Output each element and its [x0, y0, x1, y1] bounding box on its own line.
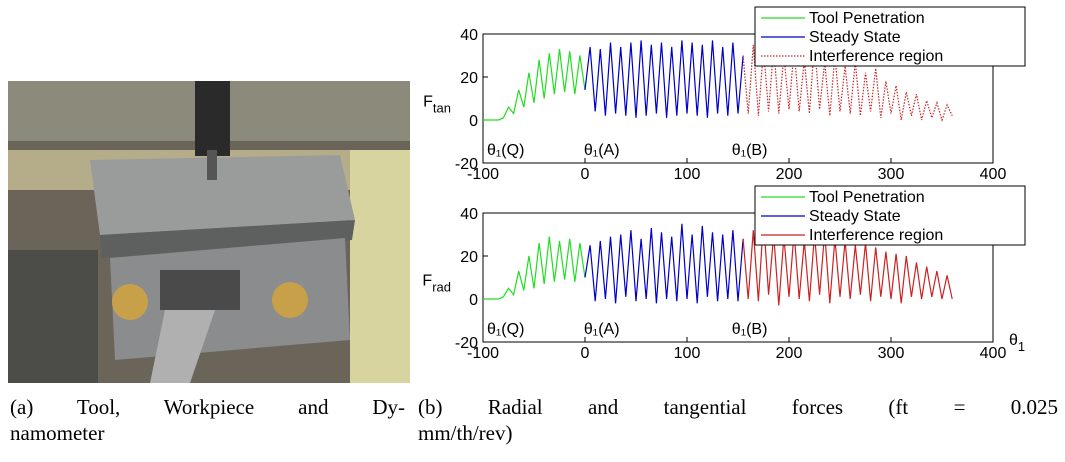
- y-tick-label: -20: [455, 156, 478, 173]
- legend-label: Tool Penetration: [809, 189, 925, 206]
- legend-label: Tool Penetration: [809, 10, 925, 27]
- series-line: [483, 236, 586, 300]
- plot-area: [482, 212, 994, 343]
- series-line: [742, 219, 953, 306]
- legend-label: Steady State: [809, 29, 901, 46]
- y-tick-label: 40: [460, 206, 478, 223]
- y-axis-label-main: F: [423, 94, 433, 111]
- legend-label: Interference region: [809, 227, 943, 244]
- photo: [8, 81, 410, 383]
- x-tick-label: 200: [776, 166, 803, 183]
- x-tick-label: 200: [776, 345, 803, 362]
- x-tick-label: -100: [467, 345, 499, 362]
- y-axis-label: Ftan: [423, 94, 451, 116]
- y-tick-label: 20: [460, 249, 478, 266]
- annotation: θ₁(Q): [487, 142, 524, 159]
- annotation: θ₁(A): [584, 321, 620, 338]
- caption-line: (b) Radial and tangential forces (ft = 0…: [418, 395, 1058, 419]
- caption-b: (b) Radial and tangential forces (ft = 0…: [418, 394, 1058, 446]
- caption-a: (a) Tool, Workpiece and Dy- namometer: [10, 394, 405, 446]
- y-axis-label: Frad: [422, 273, 451, 295]
- x-tick-label: 100: [674, 166, 701, 183]
- x-axis-label-sub: 1: [1018, 339, 1025, 354]
- series-line: [742, 42, 953, 122]
- x-tick-label: 300: [878, 345, 905, 362]
- y-tick-label: 40: [460, 27, 478, 44]
- y-axis-label-main: F: [422, 273, 432, 290]
- annotation: θ₁(Q): [487, 321, 524, 338]
- series-line: [584, 40, 744, 118]
- y-tick-label: 0: [469, 292, 478, 309]
- legend-label: Interference region: [809, 48, 943, 65]
- annotation: θ₁(A): [584, 142, 620, 159]
- x-tick-label: -100: [467, 166, 499, 183]
- legend-label: Steady State: [809, 208, 901, 225]
- y-tick-label: 0: [469, 113, 478, 130]
- x-tick-label: 0: [581, 166, 590, 183]
- y-tick-label: -20: [455, 335, 478, 352]
- x-tick-label: 300: [878, 166, 905, 183]
- y-tick-label: 20: [460, 70, 478, 87]
- caption-line: namometer: [10, 421, 105, 445]
- series-line: [584, 223, 744, 304]
- annotation: θ₁(B): [732, 321, 768, 338]
- y-axis-label-sub: tan: [433, 101, 451, 116]
- x-tick-label: 100: [674, 345, 701, 362]
- caption-line: mm/th/rev): [418, 421, 513, 445]
- series-line: [483, 48, 586, 121]
- x-axis-label: θ1: [1009, 332, 1025, 354]
- caption-line: (a) Tool, Workpiece and Dy-: [10, 395, 405, 419]
- annotation: θ₁(B): [732, 142, 768, 159]
- plot-area: [482, 33, 994, 164]
- x-tick-label: 400: [980, 345, 1007, 362]
- y-axis-label-sub: rad: [432, 280, 451, 295]
- x-tick-label: 0: [581, 345, 590, 362]
- x-axis-label-main: θ: [1009, 332, 1018, 349]
- x-tick-label: 400: [980, 166, 1007, 183]
